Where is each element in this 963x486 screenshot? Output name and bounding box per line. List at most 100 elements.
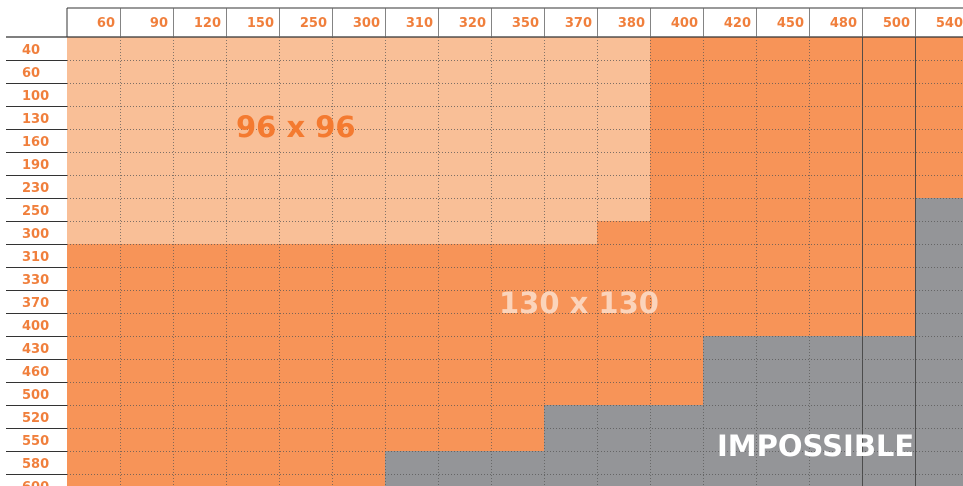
cell-130-x-130 <box>809 267 862 290</box>
cell-96-x-96 <box>173 221 226 244</box>
cell-130-x-130 <box>438 244 491 267</box>
cell-130-x-130 <box>809 313 862 336</box>
row-header: 580 <box>22 457 49 472</box>
cell-130-x-130 <box>703 37 756 60</box>
cell-130-x-130 <box>756 290 809 313</box>
cell-130-x-130 <box>173 451 226 474</box>
cell-96-x-96 <box>544 129 597 152</box>
cell-130-x-130 <box>279 244 332 267</box>
cell-96-x-96 <box>544 198 597 221</box>
cell-130-x-130 <box>650 244 703 267</box>
cell-130-x-130 <box>544 267 597 290</box>
cell-130-x-130 <box>756 175 809 198</box>
cell-impossible <box>862 359 915 382</box>
cell-96-x-96 <box>332 83 385 106</box>
cell-130-x-130 <box>650 198 703 221</box>
cell-130-x-130 <box>226 290 279 313</box>
cell-130-x-130 <box>438 267 491 290</box>
cell-96-x-96 <box>120 60 173 83</box>
cell-96-x-96 <box>279 106 332 129</box>
cell-130-x-130 <box>67 382 120 405</box>
cell-96-x-96 <box>544 152 597 175</box>
cell-130-x-130 <box>226 313 279 336</box>
cell-130-x-130 <box>544 336 597 359</box>
cell-96-x-96 <box>491 106 544 129</box>
row-header: 330 <box>22 273 49 288</box>
cell-96-x-96 <box>385 198 438 221</box>
cell-impossible <box>756 474 809 486</box>
cell-130-x-130 <box>438 359 491 382</box>
cell-96-x-96 <box>491 221 544 244</box>
row-header: 100 <box>22 89 49 104</box>
cell-96-x-96 <box>279 221 332 244</box>
cell-130-x-130 <box>491 313 544 336</box>
cell-impossible <box>809 336 862 359</box>
cell-96-x-96 <box>438 60 491 83</box>
cell-130-x-130 <box>332 313 385 336</box>
row-header: 370 <box>22 296 49 311</box>
cell-96-x-96 <box>173 198 226 221</box>
cell-impossible <box>756 382 809 405</box>
cell-130-x-130 <box>438 405 491 428</box>
cell-96-x-96 <box>438 221 491 244</box>
cell-96-x-96 <box>226 37 279 60</box>
cell-130-x-130 <box>862 106 915 129</box>
cell-130-x-130 <box>385 428 438 451</box>
cell-96-x-96 <box>120 221 173 244</box>
cell-96-x-96 <box>226 106 279 129</box>
cell-130-x-130 <box>438 428 491 451</box>
cell-130-x-130 <box>385 290 438 313</box>
cell-130-x-130 <box>862 175 915 198</box>
cell-96-x-96 <box>544 60 597 83</box>
cell-96-x-96 <box>597 175 650 198</box>
cell-impossible <box>915 313 963 336</box>
cell-96-x-96 <box>173 129 226 152</box>
row-header: 160 <box>22 135 49 150</box>
cell-96-x-96 <box>226 129 279 152</box>
cell-130-x-130 <box>650 152 703 175</box>
column-header: 480 <box>830 16 857 31</box>
row-header: 300 <box>22 227 49 242</box>
row-header: 130 <box>22 112 49 127</box>
cell-130-x-130 <box>809 198 862 221</box>
row-header: 500 <box>22 388 49 403</box>
cell-96-x-96 <box>597 129 650 152</box>
cell-130-x-130 <box>597 244 650 267</box>
cell-130-x-130 <box>332 290 385 313</box>
cell-96-x-96 <box>332 106 385 129</box>
column-headers: 60 90 120 150 250 300 310 320 350 370 380 400 420 450… <box>97 16 963 31</box>
cell-130-x-130 <box>332 359 385 382</box>
cell-130-x-130 <box>809 221 862 244</box>
cell-96-x-96 <box>226 198 279 221</box>
cell-impossible <box>915 267 963 290</box>
cell-96-x-96 <box>226 60 279 83</box>
cell-impossible <box>650 451 703 474</box>
cell-impossible <box>809 405 862 428</box>
cell-96-x-96 <box>279 37 332 60</box>
cell-impossible <box>597 451 650 474</box>
cell-impossible <box>915 290 963 313</box>
cell-130-x-130 <box>809 37 862 60</box>
cell-96-x-96 <box>438 198 491 221</box>
column-header: 420 <box>724 16 751 31</box>
row-header: 460 <box>22 365 49 380</box>
cell-130-x-130 <box>279 313 332 336</box>
cell-impossible <box>915 428 963 451</box>
cell-impossible <box>650 428 703 451</box>
cell-130-x-130 <box>173 290 226 313</box>
cell-130-x-130 <box>862 313 915 336</box>
cell-96-x-96 <box>279 198 332 221</box>
cell-130-x-130 <box>809 106 862 129</box>
cell-impossible <box>862 382 915 405</box>
cell-impossible <box>650 405 703 428</box>
cell-130-x-130 <box>332 336 385 359</box>
row-headers: 40 60 100 130 160 190 230 250 300 310 330 370 400 430… <box>22 43 49 486</box>
cell-130-x-130 <box>491 336 544 359</box>
cell-130-x-130 <box>226 336 279 359</box>
cell-130-x-130 <box>332 244 385 267</box>
cell-96-x-96 <box>332 152 385 175</box>
cell-130-x-130 <box>650 221 703 244</box>
cell-130-x-130 <box>915 83 963 106</box>
cell-96-x-96 <box>279 129 332 152</box>
cell-96-x-96 <box>438 152 491 175</box>
